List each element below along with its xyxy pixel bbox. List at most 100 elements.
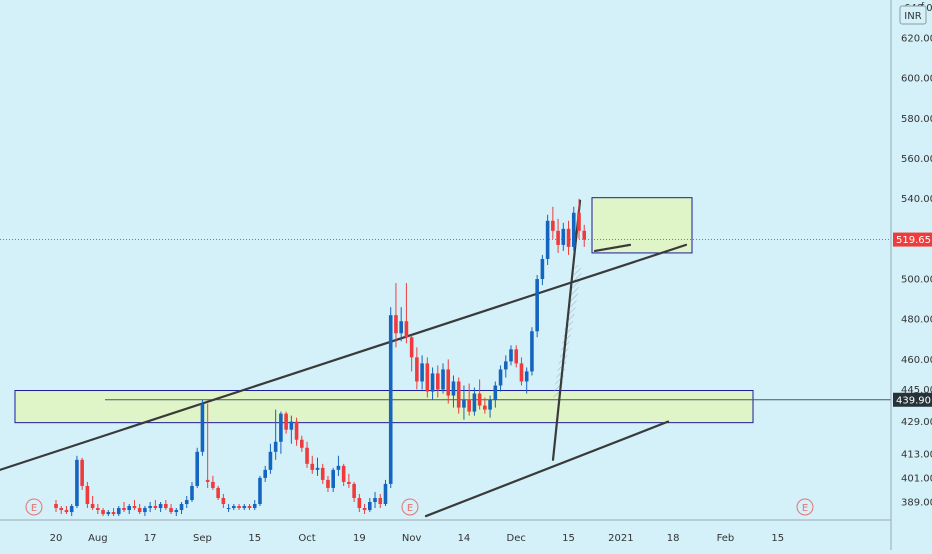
candle	[326, 475, 330, 492]
candle-body	[524, 371, 529, 382]
event-marker[interactable]: E	[796, 498, 814, 516]
candle-body	[116, 508, 121, 515]
candle	[582, 224, 587, 247]
candle	[493, 381, 498, 408]
candle-body	[242, 506, 247, 509]
price-tags: 519.65 439.90	[893, 232, 932, 407]
event-marker[interactable]: E	[25, 498, 43, 516]
consolidation-zone	[591, 197, 693, 254]
event-marker-circle[interactable]	[796, 498, 814, 516]
candle-body	[530, 331, 534, 372]
candle	[394, 283, 398, 348]
candle-body	[326, 479, 330, 488]
candle	[566, 220, 571, 255]
candle	[169, 504, 173, 515]
candle	[205, 403, 210, 488]
candle	[577, 198, 581, 239]
candle-body	[331, 469, 335, 488]
candle-body	[137, 508, 142, 513]
candle-body	[561, 228, 566, 245]
candle	[247, 504, 252, 511]
candle-body	[519, 363, 524, 382]
candle	[211, 475, 215, 490]
candle	[273, 409, 278, 460]
candle	[446, 359, 451, 404]
candle	[383, 479, 388, 507]
candle-body	[456, 381, 461, 408]
y-tick-label: 445.00	[901, 385, 932, 396]
event-marker[interactable]: E	[401, 498, 419, 516]
candle	[132, 499, 137, 511]
currency-badge[interactable]: INR	[899, 5, 927, 25]
candle-body	[64, 510, 69, 513]
candle-body	[404, 321, 409, 338]
candle	[483, 397, 487, 414]
candle	[305, 441, 309, 468]
support-resistance-zones	[14, 197, 754, 424]
candle-body	[174, 510, 179, 513]
candle	[362, 504, 367, 515]
candle-body	[320, 467, 325, 480]
event-marker-circle[interactable]	[401, 498, 419, 516]
candle	[179, 502, 184, 515]
candle	[90, 495, 95, 511]
candle-body	[383, 483, 388, 505]
x-tick-label: Oct	[298, 533, 315, 544]
candle	[498, 365, 503, 392]
candle	[232, 504, 236, 511]
candle-body	[268, 451, 273, 470]
candle	[69, 504, 74, 517]
candle	[226, 504, 231, 513]
candle	[388, 307, 393, 488]
candle	[545, 214, 550, 265]
candle-body	[111, 512, 116, 515]
candle	[258, 475, 262, 507]
candle-body	[169, 508, 173, 513]
candle	[336, 455, 341, 476]
candle	[268, 443, 273, 474]
candle	[331, 467, 335, 492]
candle-body	[336, 465, 341, 470]
candle	[503, 355, 508, 378]
candle-body	[106, 512, 111, 515]
y-tick-label: 401.00	[901, 473, 932, 484]
candle	[216, 485, 220, 500]
candle-body	[305, 447, 309, 464]
candle	[289, 415, 294, 444]
candle-body	[467, 399, 471, 412]
candle-body	[551, 220, 555, 231]
candle-body	[69, 506, 74, 513]
candle-body	[263, 469, 267, 478]
event-marker-label: E	[407, 503, 413, 514]
candle-body	[226, 508, 231, 510]
candle	[352, 481, 356, 502]
x-tick-label: 15	[771, 533, 784, 544]
candle	[242, 504, 247, 511]
candle	[315, 457, 320, 476]
candle	[320, 463, 325, 484]
candle	[164, 499, 168, 511]
candle-body	[420, 363, 424, 382]
y-tick-label: 560.00	[901, 154, 932, 165]
x-axis[interactable]: 20 Aug 17 Sep 15 Oct 19 Nov 14 Dec 15 2021 18 Feb 15	[50, 533, 784, 544]
candle	[279, 411, 283, 454]
candle	[347, 473, 351, 488]
candle-body	[85, 485, 90, 505]
candle	[462, 385, 466, 420]
candle-body	[425, 363, 430, 392]
candle	[415, 347, 419, 390]
last-price-tag: 519.65	[893, 232, 932, 247]
candle	[284, 411, 288, 434]
y-axis[interactable]: 640.00389.00401.00413.00429.00445.00460.…	[901, 2, 932, 509]
candle-body	[488, 399, 492, 410]
candle	[59, 506, 64, 515]
y-tick-label: 389.00	[901, 498, 932, 509]
candle-body	[493, 385, 498, 400]
event-marker-circle[interactable]	[25, 498, 43, 516]
candle	[148, 502, 152, 513]
y-tick-label: 600.00	[901, 74, 932, 85]
